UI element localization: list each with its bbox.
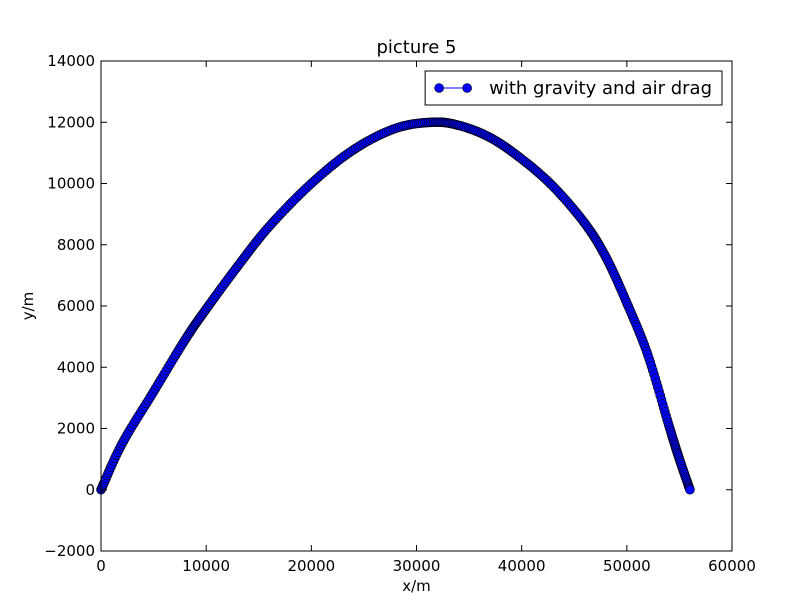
x-axis-label: x/m [402, 577, 431, 595]
x-tick-label: 0 [96, 557, 106, 575]
y-tick-label: 12000 [47, 113, 95, 131]
legend-box [424, 70, 723, 106]
x-tick-label: 60000 [708, 557, 756, 575]
y-tick-label: 10000 [47, 175, 95, 193]
x-tick-label: 50000 [603, 557, 651, 575]
x-tick-label: 40000 [498, 557, 546, 575]
ticks-layer: 0 10000 20000 30000 40000 50000 60000−20000200… [44, 52, 756, 575]
y-tick-label: 0 [85, 481, 95, 499]
y-tick-label: −2000 [44, 542, 95, 560]
data-point [685, 484, 695, 495]
plot-area [96, 61, 732, 551]
y-tick-label: 4000 [57, 358, 95, 376]
series-layer [96, 117, 695, 495]
y-tick-label: 2000 [57, 420, 95, 438]
y-tick-label: 8000 [57, 236, 95, 254]
y-tick-label: 14000 [47, 52, 95, 70]
y-axis-label: y/m [19, 292, 37, 321]
series-markers [96, 117, 695, 495]
legend-marker [434, 83, 444, 93]
legend: with gravity and air drag [424, 70, 723, 106]
legend-label: with gravity and air drag [489, 78, 712, 99]
plot-background [101, 61, 732, 551]
x-tick-label: 20000 [287, 557, 335, 575]
y-tick-label: 6000 [57, 297, 95, 315]
legend-marker [462, 83, 472, 93]
chart-title: picture 5 [376, 37, 456, 58]
x-tick-label: 30000 [393, 557, 441, 575]
x-tick-label: 10000 [182, 557, 230, 575]
